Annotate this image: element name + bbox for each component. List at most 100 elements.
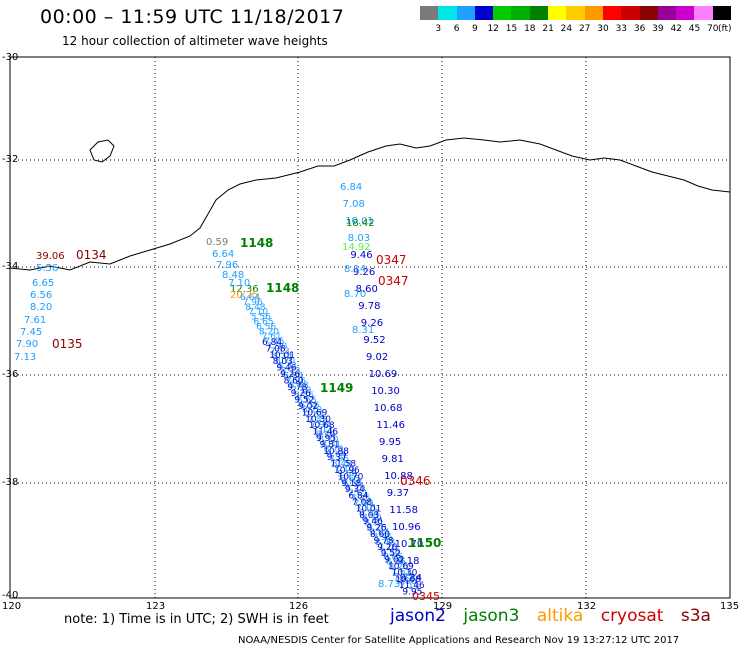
wave-height-label: 7.61 [24,315,46,326]
wave-height-label: 10.68 [309,421,335,431]
map-grid [10,57,730,598]
legend-cryosat: cryosat [600,606,664,626]
wave-height-label: 7.10 [291,386,311,396]
color-scale-label: 21 [542,24,554,34]
wave-height-label: 7.13 [14,352,36,363]
wave-height-label: 8.03 [273,357,293,367]
wave-height-label: 14.92 [342,242,371,253]
lon-label-123: 123 [146,601,166,612]
color-swatch [566,6,585,20]
wave-height-label: 10.01 [356,504,382,514]
color-scale-label: 45 [688,24,701,34]
wave-height-label: 9.52 [294,396,314,406]
wave-height-label: 8.20 [302,406,322,416]
wave-height-label: 5.56 [380,548,400,558]
wave-height-label: 10.69 [369,369,398,380]
wave-height-label: 0.59 [206,237,228,248]
wave-height-label: 10.88 [384,471,413,482]
color-swatch [712,6,732,20]
wave-height-label: 9.26 [280,370,300,380]
lon-label-132: 132 [577,601,597,612]
wave-height-label: 7.45 [351,494,371,504]
wave-height-label: 7.90 [397,577,417,587]
lon-label-120: 120 [2,601,22,612]
lon-label-129: 129 [433,601,453,612]
wave-height-label: 6.56 [256,322,276,332]
wave-height-label: 7.13 [270,347,290,357]
wave-height-label: 9.78 [374,536,394,546]
wave-height-label: 6.64 [212,249,234,260]
wave-height-label: 1148 [240,236,273,250]
wave-height-label: 7.96 [372,533,392,543]
wave-height-label: 9.02 [384,556,404,566]
color-swatch [420,6,439,20]
color-scale-label: 24 [560,24,573,34]
lon-label-135: 135 [720,601,740,612]
wave-height-label: 0346 [400,474,431,488]
wave-height-label: 10.70 [338,472,364,482]
wave-height-label: 9.81 [320,440,340,450]
wave-height-label: 39.06 [36,251,65,262]
wave-height-label: 8.70 [318,435,338,445]
wave-height-label: 18.42 [346,218,375,229]
wave-height-label: 7.45 [394,572,414,582]
wave-height-label: 7.96 [286,376,306,386]
color-swatch [474,6,494,20]
wave-height-label: 1149 [320,381,353,395]
color-swatch [493,6,512,20]
wave-height-label: 9.18 [397,556,419,567]
wave-height-label: 9.95 [402,588,422,598]
wave-height-label: 12.36 [230,284,259,295]
color-swatch [548,6,567,20]
lat-label-30: -30 [2,52,19,63]
wave-height-label: 10.01 [269,351,295,361]
color-scale-label: 42 [670,24,682,34]
wave-height-label: 7.10 [248,308,268,318]
color-scale-label: 27 [578,24,591,34]
wave-height-label: 8.20 [30,302,52,313]
wave-height-label: 9.26 [361,318,383,329]
wave-height-label: 8.73 [378,579,400,590]
wave-height-label: 10.68 [374,403,403,414]
wave-height-label: 7.96 [216,260,238,271]
wave-height-label: 10.96 [392,522,421,533]
wave-height-label: 9.18 [341,479,361,489]
wave-height-label: 9.37 [387,488,409,499]
wave-height-label: 6.65 [383,553,403,563]
wave-height-label: 7.61 [348,489,368,499]
wave-height-label: 8.14 [272,352,292,362]
wave-height-label: 9.46 [350,250,372,261]
wave-height-label: 6.56 [299,401,319,411]
wave-height-label: 9.52 [381,549,401,559]
color-swatch [584,6,603,20]
wave-height-label: 9.95 [316,434,336,444]
color-scale-unit: (ft) [718,24,732,34]
wave-height-label: 9.37 [327,453,347,463]
wave-height-label: 8.03 [359,511,379,521]
color-scale-label: 70 [707,24,719,34]
wave-height-label: 6.64 [240,293,260,303]
wave-height-label: 8.60 [284,376,304,386]
lat-label-38: -38 [2,477,19,488]
wave-height-label: 9.26 [353,267,375,278]
wave-height-label: 7.61 [305,411,325,421]
wave-height-label: 9.34 [345,485,365,495]
wave-height-label: 6.65 [297,396,317,406]
wave-height-label: 9.46 [276,364,296,374]
wave-height-label: 0135 [52,337,83,351]
wave-height-label: 0134 [76,248,107,262]
wave-height-label: 9.46 [363,517,383,527]
color-swatch [529,6,549,20]
wave-height-label: 8.14 [316,430,336,440]
color-scale-label: 15 [505,24,518,34]
wave-height-label: 8.48 [245,303,265,313]
wave-height-label: 8.73 [281,367,301,377]
wave-height-label: 7.08 [352,498,372,508]
wave-height-label: 7.45 [20,327,42,338]
wave-height-label: 8.20 [389,563,409,573]
color-scale-label: 30 [597,24,609,34]
color-scale-label: 6 [453,24,460,34]
color-swatch [676,6,695,20]
wave-height-label: 11.46 [312,428,338,438]
